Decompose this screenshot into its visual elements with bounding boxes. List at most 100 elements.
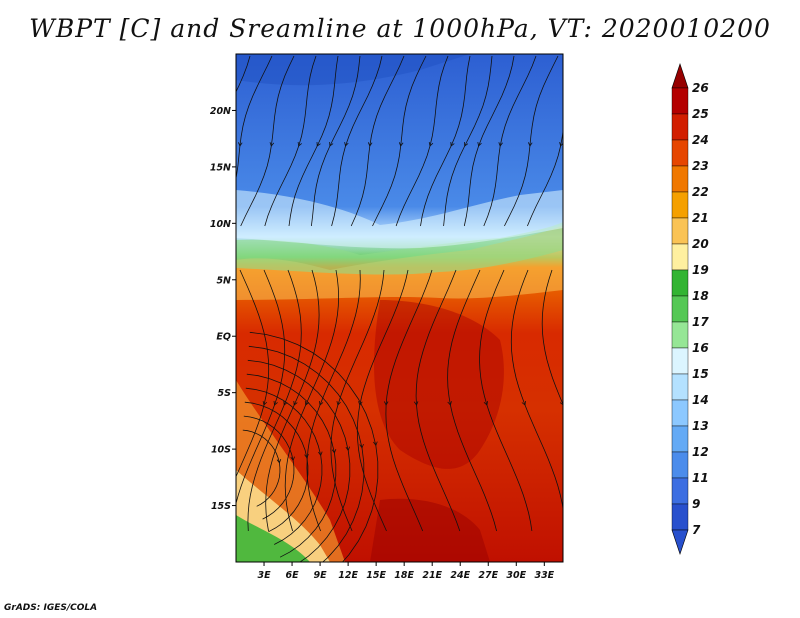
streamline <box>420 55 471 227</box>
streamline-arrow <box>413 401 419 406</box>
streamline <box>510 269 563 512</box>
colorbar-label: 16 <box>692 341 709 355</box>
streamline <box>284 269 340 532</box>
colorbar-label: 12 <box>692 445 709 459</box>
streamline-arrow <box>367 142 373 147</box>
plot-area <box>212 54 563 562</box>
streamline-arrow <box>477 142 482 147</box>
streamline <box>395 55 449 227</box>
streamline-arrow <box>319 400 324 406</box>
streamline <box>236 269 270 478</box>
streamline <box>415 269 461 532</box>
colorbar-label: 21 <box>692 211 709 225</box>
streamline-arrow <box>238 142 243 147</box>
colorbar-label: 19 <box>692 263 709 277</box>
streamline-arrow <box>383 401 389 406</box>
green-band-shade <box>236 222 563 275</box>
streamline-arrow <box>528 142 533 147</box>
streamline-arrow <box>345 446 351 452</box>
streamline-arrow <box>359 443 364 449</box>
streamline <box>372 55 427 227</box>
streamline <box>356 269 409 532</box>
streamline-arrow <box>262 401 268 406</box>
streamline-arrow <box>559 402 563 406</box>
streamline <box>443 55 493 227</box>
y-tick-label: 5S <box>218 388 232 399</box>
streamline-arrow <box>464 141 469 147</box>
y-tick-label: 15S <box>211 501 231 512</box>
streamline-arrow <box>304 453 309 459</box>
colorbar-segment <box>671 347 689 375</box>
colorbar-segment <box>671 191 689 219</box>
colorbar-segment <box>671 113 689 141</box>
streamline-arrow <box>450 141 455 147</box>
streamline <box>527 128 563 227</box>
colorbar-label: 15 <box>692 367 709 381</box>
streamlines <box>212 55 563 562</box>
streamline-arrow <box>273 400 278 406</box>
streamline-arrow <box>521 400 526 406</box>
streamline <box>541 269 563 406</box>
y-tick-label: 10S <box>211 445 231 456</box>
streamline-arrow <box>398 142 404 147</box>
southern-max-shade <box>370 498 490 562</box>
colorbar-label: 17 <box>692 315 709 329</box>
chart-title: WBPT [C] and Sreamline at 1000hPa, VT: 2… <box>29 14 771 43</box>
y-tick-label: 5N <box>216 275 231 286</box>
streamline-arrow <box>212 142 216 146</box>
streamline <box>264 55 317 227</box>
streamline-arrow <box>447 401 452 406</box>
streamline <box>240 55 295 227</box>
streamline <box>247 269 302 532</box>
streamline <box>330 269 385 532</box>
colorbar-extend-top <box>671 63 689 89</box>
streamline <box>350 55 405 227</box>
north-deep-blue-shade <box>236 54 470 86</box>
colorbar-label: 25 <box>692 107 709 121</box>
y-tick-label: 20N <box>210 106 231 117</box>
streamline-arrow <box>373 441 378 447</box>
streamline <box>385 269 433 532</box>
credit-text: GrADS: IGES/COLA <box>4 603 98 613</box>
colorbar-segment <box>671 321 689 349</box>
y-axis: 20N 15N 10N 5N EQ 5S 10S 15S <box>210 106 236 512</box>
streamline <box>236 269 286 505</box>
colorbar-segment <box>671 477 689 505</box>
colorbar-extend-bottom <box>671 529 689 555</box>
streamline-arrow <box>318 451 323 457</box>
y-tick-label: 10N <box>210 219 231 230</box>
x-tick-label: 15E <box>366 570 386 581</box>
streamline-arrow <box>297 141 302 147</box>
colorbar-label: 9 <box>692 497 700 511</box>
streamline-arrow <box>559 142 563 147</box>
streamline <box>236 55 251 93</box>
x-tick-label: 33E <box>534 570 554 581</box>
colorbar-label: 14 <box>692 393 709 407</box>
x-tick-label: 3E <box>257 570 271 581</box>
plot-frame <box>235 53 564 563</box>
streamline-arrow <box>483 401 488 406</box>
colorbar-segment <box>671 295 689 323</box>
streamline <box>483 55 537 227</box>
streamline <box>306 269 361 532</box>
x-axis: 3E 6E 9E 12E 15E 18E 21E 24E 27E 30E 33E <box>257 562 555 581</box>
streamline <box>463 55 515 227</box>
streamline <box>311 55 361 227</box>
streamline <box>236 55 273 180</box>
colorbar-label: 18 <box>692 289 709 303</box>
y-tick-label: EQ <box>216 332 231 343</box>
streamline-arrow <box>498 142 503 147</box>
streamline-arrow <box>344 142 349 147</box>
x-tick-label: 21E <box>422 570 442 581</box>
colorbar-segment <box>671 87 689 115</box>
pale-band-shade <box>236 190 563 249</box>
colorbar-segment <box>671 503 689 531</box>
x-tick-label: 12E <box>338 570 358 581</box>
congo-max-shade <box>374 300 504 469</box>
streamline-arrow <box>269 142 275 147</box>
colorbar-segment <box>671 217 689 245</box>
colorbar-segment <box>671 399 689 427</box>
x-tick-label: 18E <box>394 570 414 581</box>
colorbar-label: 23 <box>692 159 709 173</box>
